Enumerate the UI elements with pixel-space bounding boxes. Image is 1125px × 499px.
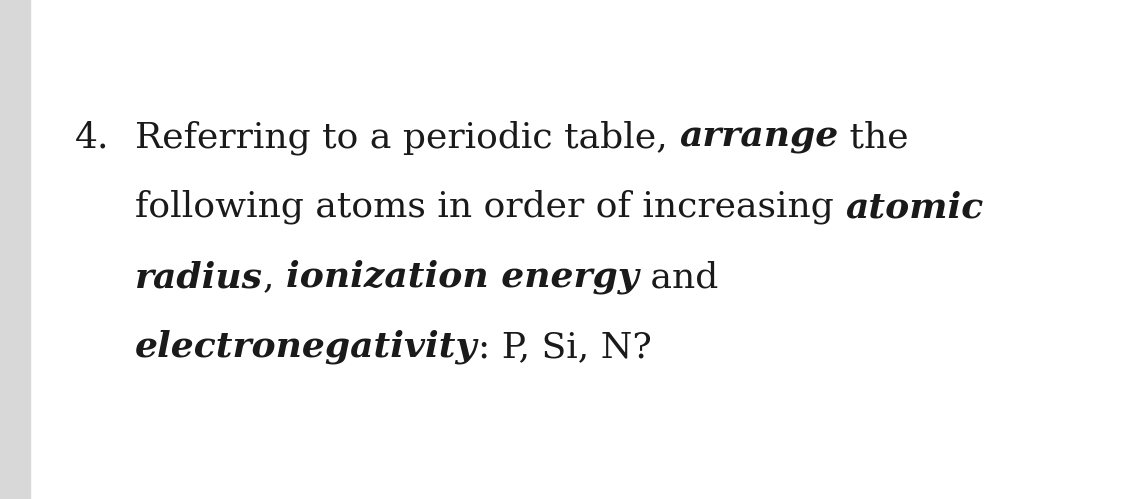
Bar <box>0 0 30 499</box>
Text: : P, Si, N?: : P, Si, N? <box>477 330 651 364</box>
Text: electronegativity: electronegativity <box>135 330 477 364</box>
Text: and: and <box>639 260 718 294</box>
Text: the: the <box>838 120 909 154</box>
Text: arrange: arrange <box>680 120 838 154</box>
Text: atomic: atomic <box>845 190 983 224</box>
Text: Referring to a periodic table,: Referring to a periodic table, <box>135 120 680 155</box>
Text: radius: radius <box>135 260 263 294</box>
Text: 4.: 4. <box>75 120 109 154</box>
Text: ,: , <box>263 260 286 294</box>
Text: following atoms in order of increasing: following atoms in order of increasing <box>135 190 845 225</box>
Text: ionization energy: ionization energy <box>286 260 639 294</box>
